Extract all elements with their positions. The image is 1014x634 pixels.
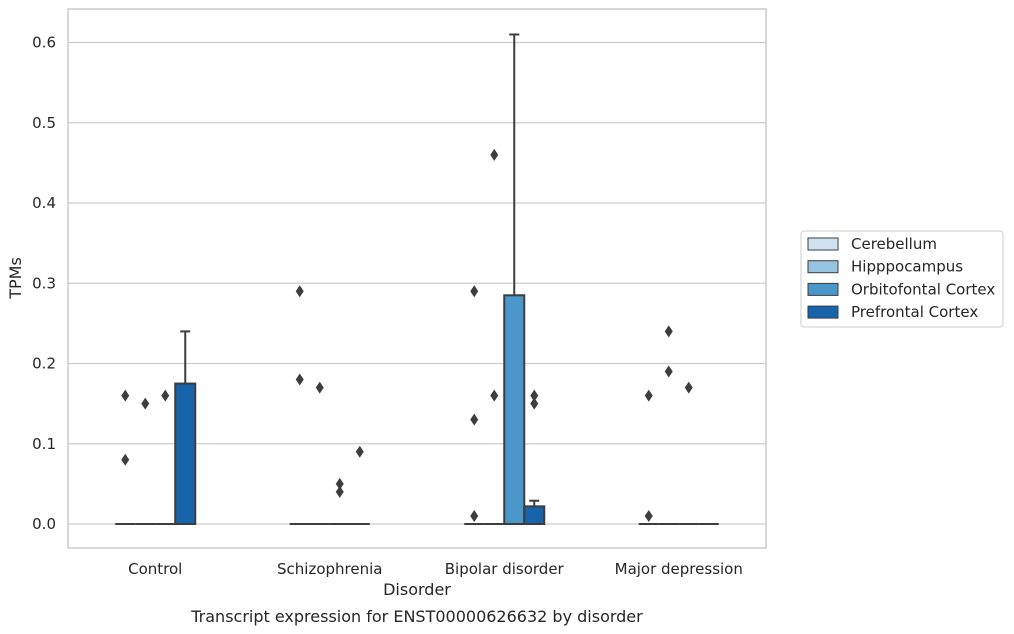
legend-label: Orbitofontal Cortex xyxy=(851,280,995,298)
legend-label: Cerebellum xyxy=(851,235,937,253)
outlier-point xyxy=(644,389,653,402)
legend-swatch xyxy=(807,305,839,319)
outlier-point xyxy=(470,285,479,298)
x-tick-label: Bipolar disorder xyxy=(445,560,565,578)
y-tick-label: 0.3 xyxy=(32,274,56,292)
box-series xyxy=(115,33,719,526)
outlier-point xyxy=(490,389,499,402)
legend-frame xyxy=(800,230,1004,328)
y-tick-label: 0.1 xyxy=(32,435,56,453)
legend-label: Prefrontal Cortex xyxy=(851,303,978,321)
y-tick-label: 0.2 xyxy=(32,355,56,373)
outlier-point xyxy=(335,485,344,498)
plot-frame xyxy=(67,8,767,549)
outlier-point xyxy=(684,381,693,394)
x-tick-label: Control xyxy=(128,560,182,578)
chart-caption: Transcript expression for ENST0000062663… xyxy=(190,607,643,626)
legend-swatch xyxy=(807,237,839,251)
outlier-point xyxy=(315,381,324,394)
outlier-point xyxy=(530,397,539,410)
outlier-point xyxy=(121,389,130,402)
y-tick-label: 0.0 xyxy=(32,515,56,533)
y-tick-labels: 0.0 0.1 0.2 0.3 0.4 0.5 0.6 xyxy=(32,34,56,534)
outlier-point xyxy=(644,509,653,522)
outlier-points xyxy=(121,148,693,522)
x-tick-labels: Control Schizophrenia Bipolar disorder Majo… xyxy=(128,560,743,578)
outlier-point xyxy=(295,373,304,386)
legend: Cerebellum Hipppocampus Orbitofontal Corte… xyxy=(800,230,1004,328)
outlier-point xyxy=(664,365,673,378)
outlier-point xyxy=(141,397,150,410)
outlier-point xyxy=(490,148,499,161)
outlier-point xyxy=(530,389,539,402)
y-tick-label: 0.5 xyxy=(32,114,56,132)
y-tick-label: 0.4 xyxy=(32,194,56,212)
outlier-point xyxy=(470,509,479,522)
legend-swatch xyxy=(807,282,839,296)
legend-label: Hipppocampus xyxy=(851,258,963,276)
outlier-point xyxy=(121,453,130,466)
box xyxy=(503,294,526,525)
y-tick-label: 0.6 xyxy=(32,34,56,52)
outlier-point xyxy=(664,325,673,338)
outlier-point xyxy=(470,413,479,426)
legend-swatch xyxy=(807,260,839,274)
x-tick-label: Schizophrenia xyxy=(277,560,382,578)
box xyxy=(523,505,546,526)
x-axis-label: Disorder xyxy=(383,580,451,599)
y-axis-label: TPMs xyxy=(6,257,25,300)
outlier-point xyxy=(295,285,304,298)
outlier-point xyxy=(355,445,364,458)
x-tick-label: Major depression xyxy=(615,560,743,578)
outlier-point xyxy=(335,477,344,490)
outlier-point xyxy=(161,389,170,402)
box xyxy=(174,382,197,525)
